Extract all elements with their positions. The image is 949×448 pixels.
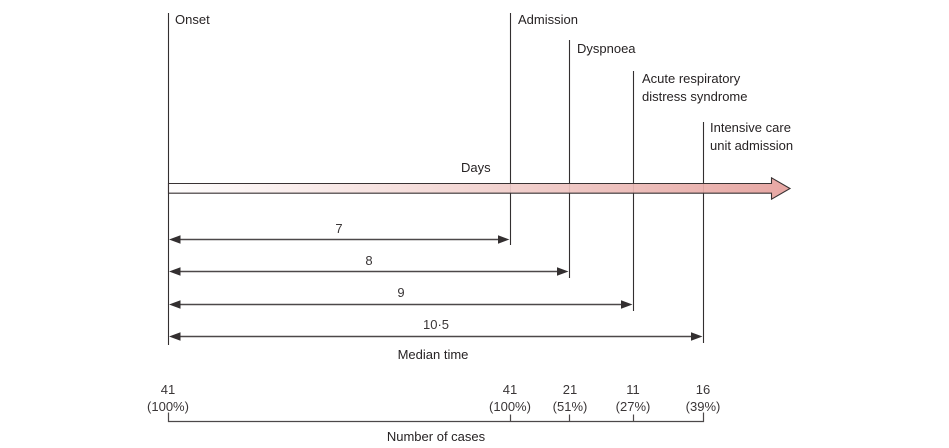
- cases-bracket-ticks: [509, 414, 635, 422]
- cases-ards: 11 (27%): [596, 381, 670, 415]
- number-of-cases-label: Number of cases: [386, 429, 486, 444]
- event-label-line: Onset: [175, 12, 210, 27]
- event-label-dyspnoea: Dyspnoea: [577, 40, 636, 58]
- event-label-admission: Admission: [518, 11, 578, 29]
- cases-pct: (27%): [615, 399, 651, 414]
- event-label-line: Acute respiratory: [642, 71, 741, 86]
- days-axis-arrow: [167, 176, 792, 201]
- median-value-icu: 10·5: [422, 317, 450, 332]
- median-time-label: Median time: [397, 347, 469, 362]
- cases-pct: (51%): [552, 399, 588, 414]
- cases-admission: 41 (100%): [473, 381, 547, 415]
- event-label-line: unit admission: [710, 138, 794, 153]
- event-label-line: Intensive care: [710, 120, 791, 135]
- cases-icu: 16 (39%): [666, 381, 740, 415]
- median-value-dyspnoea: 8: [365, 253, 373, 268]
- cases-n: 41: [502, 382, 518, 397]
- event-label-line: distress syndrome: [642, 89, 748, 104]
- cases-n: 21: [562, 382, 578, 397]
- days-axis-label: Days: [461, 160, 491, 175]
- cases-pct: (100%): [489, 399, 531, 414]
- event-label-ards: Acute respiratory distress syndrome: [642, 70, 747, 106]
- cases-n: 11: [626, 382, 640, 397]
- median-arrow-9: [169, 300, 633, 309]
- cases-n: 41: [160, 382, 176, 397]
- cases-n: 16: [695, 382, 711, 397]
- cases-pct: (100%): [147, 399, 189, 414]
- cases-pct: (39%): [685, 399, 721, 414]
- cases-dyspnoea: 21 (51%): [533, 381, 607, 415]
- median-value-admission: 7: [335, 221, 343, 236]
- median-value-ards: 9: [397, 285, 405, 300]
- median-arrow-10-5: [169, 332, 703, 341]
- event-label-line: Dyspnoea: [577, 41, 636, 56]
- median-arrow-7: [169, 235, 510, 244]
- event-label-line: Admission: [518, 12, 578, 27]
- cases-bracket: [167, 412, 705, 423]
- event-label-onset: Onset: [175, 11, 210, 29]
- event-label-icu: Intensive care unit admission: [710, 119, 793, 155]
- median-arrow-8: [169, 267, 569, 276]
- cases-onset: 41 (100%): [131, 381, 205, 415]
